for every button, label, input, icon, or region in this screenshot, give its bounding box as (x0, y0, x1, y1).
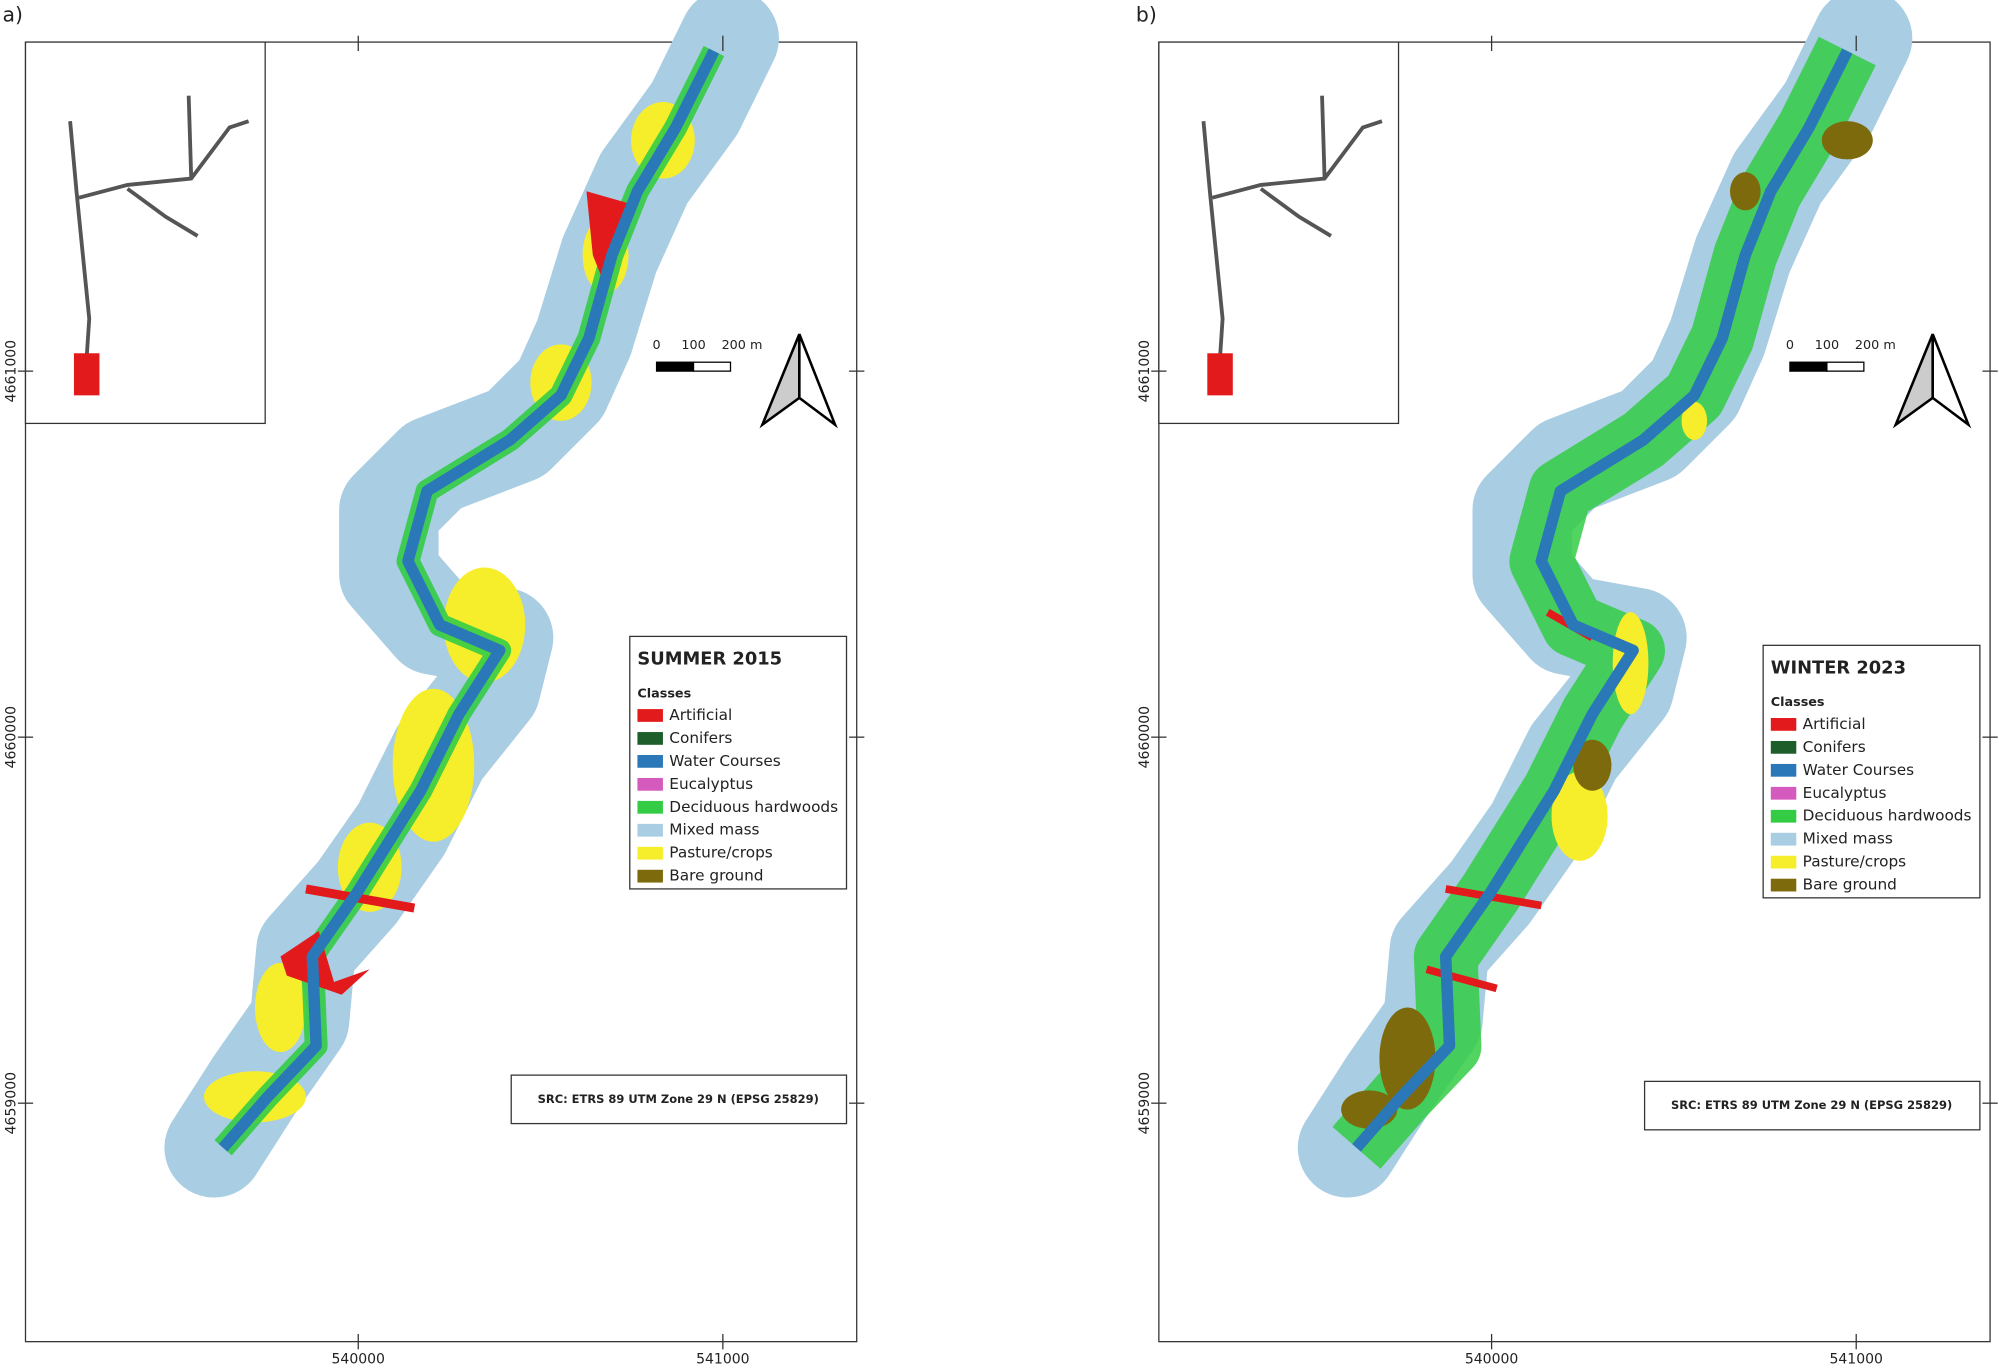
legend-label: Artificial (1803, 715, 1866, 733)
legend-label: Deciduous hardwoods (669, 798, 838, 816)
y-tick-label: 4661000 (1137, 340, 1153, 402)
scale-label: 100 (681, 338, 705, 353)
scale-segment (692, 361, 732, 372)
y-tick-label: 4659000 (3, 1072, 19, 1134)
legend-swatch (637, 846, 663, 860)
inset-frame (24, 41, 266, 425)
crs-box (510, 1074, 848, 1125)
legend-label: Mixed mass (1803, 830, 1893, 848)
y-tick-label: 4661000 (3, 340, 19, 402)
legend-box (629, 635, 848, 890)
scale-label: 200 m (1855, 338, 1896, 353)
north-arrow (798, 333, 838, 429)
y-tick-label: 4659000 (1137, 1072, 1153, 1134)
legend-swatch (637, 732, 663, 745)
map-frame (1158, 41, 1991, 1343)
scale-segment (655, 361, 695, 372)
legend-swatch (637, 709, 663, 722)
crs-box (1643, 1080, 1981, 1131)
y-tick-label: 4660000 (3, 706, 19, 768)
scale-segment (1789, 361, 1828, 372)
legend-swatch (1770, 832, 1797, 846)
panel-label: b) (1136, 2, 1157, 26)
pasture-patch (254, 962, 306, 1053)
legend-swatch (1770, 740, 1797, 754)
legend-label: Mixed mass (669, 821, 759, 839)
y-tick-label: 4660000 (1137, 706, 1153, 768)
x-tick-label: 541000 (696, 1352, 750, 1368)
legend-label: Eucalyptus (1803, 784, 1887, 802)
legend-swatch (637, 777, 663, 791)
north-arrow-shade (759, 333, 801, 429)
scale-label: 0 (652, 338, 660, 353)
crs-label: SRC: ETRS 89 UTM Zone 29 N (EPSG 25829) (538, 1092, 819, 1106)
crs-label: SRC: ETRS 89 UTM Zone 29 N (EPSG 25829) (1671, 1098, 1952, 1112)
x-tick-label: 541000 (1829, 1352, 1883, 1368)
legend-swatch (1770, 786, 1797, 800)
legend-label: Water Courses (669, 752, 780, 770)
panel-label: a) (3, 2, 23, 26)
legend-label: Pasture/crops (669, 844, 773, 862)
map-panel: a) 540000 541000 4661000 4660000 4659000 0 100 2… (3, 0, 865, 1368)
legend-label: Water Courses (1803, 761, 1914, 779)
legend-swatch (1770, 763, 1797, 777)
legend-swatch (637, 869, 663, 883)
inset-location (1207, 353, 1233, 396)
north-arrow (1931, 333, 1972, 429)
legend-label: Conifers (669, 729, 732, 747)
legend-title: WINTER 2023 (1771, 657, 1906, 678)
legend-label: Eucalyptus (669, 775, 753, 793)
north-arrow-shade (1892, 333, 1934, 429)
land-cover-map (164, 0, 779, 1198)
legend-swatch (1770, 878, 1797, 892)
legend-label: Pasture/crops (1803, 853, 1907, 871)
legend-swatch (1770, 855, 1797, 869)
legend-label: Deciduous hardwoods (1803, 807, 1972, 825)
x-tick-label: 540000 (1465, 1352, 1519, 1368)
bare-ground-patch (1379, 1007, 1436, 1110)
legend-title: SUMMER 2015 (637, 648, 782, 669)
artificial-road (305, 884, 416, 913)
legend-label: Bare ground (1803, 876, 1897, 894)
legend-box (1762, 644, 1981, 899)
legend-label: Artificial (669, 706, 732, 724)
bare-ground-patch (1730, 172, 1761, 211)
pasture-patch (1681, 401, 1708, 440)
land-cover-map (1297, 0, 1913, 1198)
map-panel: b) 540000 541000 4661000 4660000 4659000 0 100 2… (1136, 0, 1998, 1368)
inset-location (73, 353, 100, 396)
water-course (1352, 48, 1853, 1152)
map-frame (24, 41, 858, 1343)
legend-swatch (1770, 718, 1797, 731)
water-course (218, 48, 720, 1152)
scale-label: 0 (1786, 338, 1794, 353)
legend-heading: Classes (637, 686, 691, 701)
scale-segment (1826, 361, 1865, 372)
scale-label: 100 (1815, 338, 1839, 353)
inset-frame (1158, 41, 1400, 425)
x-tick-label: 540000 (331, 1352, 385, 1368)
legend-heading: Classes (1771, 695, 1825, 710)
legend-swatch (637, 823, 663, 837)
inset-river (1201, 95, 1383, 358)
bare-ground-patch (1573, 739, 1612, 791)
legend-swatch (637, 800, 663, 814)
legend-swatch (637, 755, 663, 768)
legend-swatch (1770, 809, 1797, 823)
scale-label: 200 m (722, 338, 763, 353)
legend-label: Conifers (1803, 738, 1866, 756)
pasture-patch (1551, 771, 1608, 861)
bare-ground-patch (1821, 121, 1873, 160)
inset-river (68, 95, 250, 358)
legend-label: Bare ground (669, 867, 763, 885)
